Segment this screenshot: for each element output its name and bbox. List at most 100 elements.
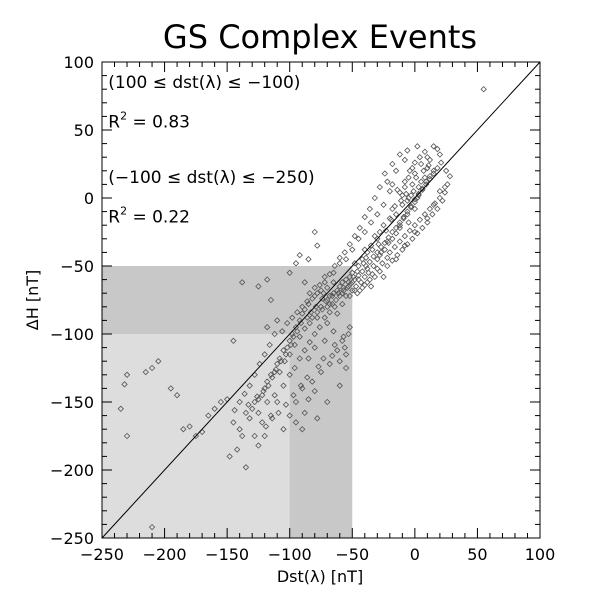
data-point [434,205,441,213]
data-point [297,382,305,389]
data-point [356,224,363,232]
data-point [246,382,253,389]
data-point [289,314,296,321]
plot-frame [101,61,541,539]
reference-line-group [101,61,541,539]
data-point [376,228,383,236]
data-point [267,371,275,378]
data-point [396,222,404,229]
data-point [411,196,419,203]
data-point [374,265,381,272]
data-point [389,228,396,236]
data-point [394,251,401,259]
data-point [305,355,312,362]
data-point [351,260,358,267]
data-point [419,224,426,232]
data-point [361,273,368,281]
data-point [375,241,382,248]
data-point [371,273,378,281]
data-point [436,151,444,158]
data-point [251,398,258,406]
data-point [173,392,181,399]
data-point [406,227,414,234]
data-point [384,178,391,185]
data-point [265,382,272,389]
x-axis-label: Dst(λ) [nT] [277,567,363,586]
data-point [296,251,303,259]
data-point [389,205,396,213]
data-point [434,164,441,172]
data-point [417,160,425,168]
data-point [272,366,280,373]
data-point [236,398,243,406]
data-point [271,330,278,338]
data-point [361,213,368,221]
data-point [381,170,388,177]
x-tick-label: −250 [80,545,124,564]
data-point [296,355,303,362]
data-point [319,306,326,313]
data-point [382,227,390,234]
data-point [301,325,308,332]
data-point [264,398,271,406]
data-point [416,154,424,161]
data-point [294,309,301,316]
data-point [309,314,316,321]
data-point [407,202,415,210]
annotation-1: R2 = 0.83 [108,109,190,132]
data-point [430,201,437,208]
data-point [345,330,352,338]
data-point [401,178,409,185]
data-point [311,387,318,395]
data-point [319,295,326,302]
data-point [233,446,241,453]
data-point [369,246,376,253]
data-point [374,249,381,256]
data-point [123,432,131,440]
data-point [186,423,193,430]
data-point [376,183,383,191]
data-point [371,232,378,240]
data-point [320,290,327,297]
data-point [405,219,412,226]
data-point [430,143,437,150]
y-tick-label: −200 [50,461,94,480]
data-point [142,368,149,376]
data-point [422,178,430,185]
data-point [430,170,437,177]
data-point [381,239,388,247]
data-point [230,337,237,344]
data-point [217,398,225,406]
data-point [437,159,445,166]
data-point [301,279,308,286]
data-point [292,419,300,426]
data-point [336,254,343,262]
data-point [356,287,363,294]
data-point [269,374,276,381]
x-tick-label: 100 [525,545,556,564]
x-tick-label: 50 [467,545,487,564]
data-point [314,309,321,316]
data-point [354,290,361,297]
data-point [362,254,370,262]
data-point [345,279,352,286]
data-point [331,262,338,270]
data-point [415,190,422,198]
data-point [321,273,328,281]
data-point [282,401,290,408]
data-point [286,371,293,378]
data-point [261,432,268,440]
data-point [230,419,237,426]
data-point [324,319,331,327]
data-point [261,385,268,392]
data-point [321,279,328,286]
data-point [360,260,367,267]
y-tick-label: −50 [60,257,94,276]
data-point [238,432,246,440]
data-point [236,426,243,433]
data-point [399,201,406,208]
data-point [311,344,318,351]
data-point [366,258,373,266]
data-point [361,246,368,253]
y-tick-label: −150 [50,393,94,412]
